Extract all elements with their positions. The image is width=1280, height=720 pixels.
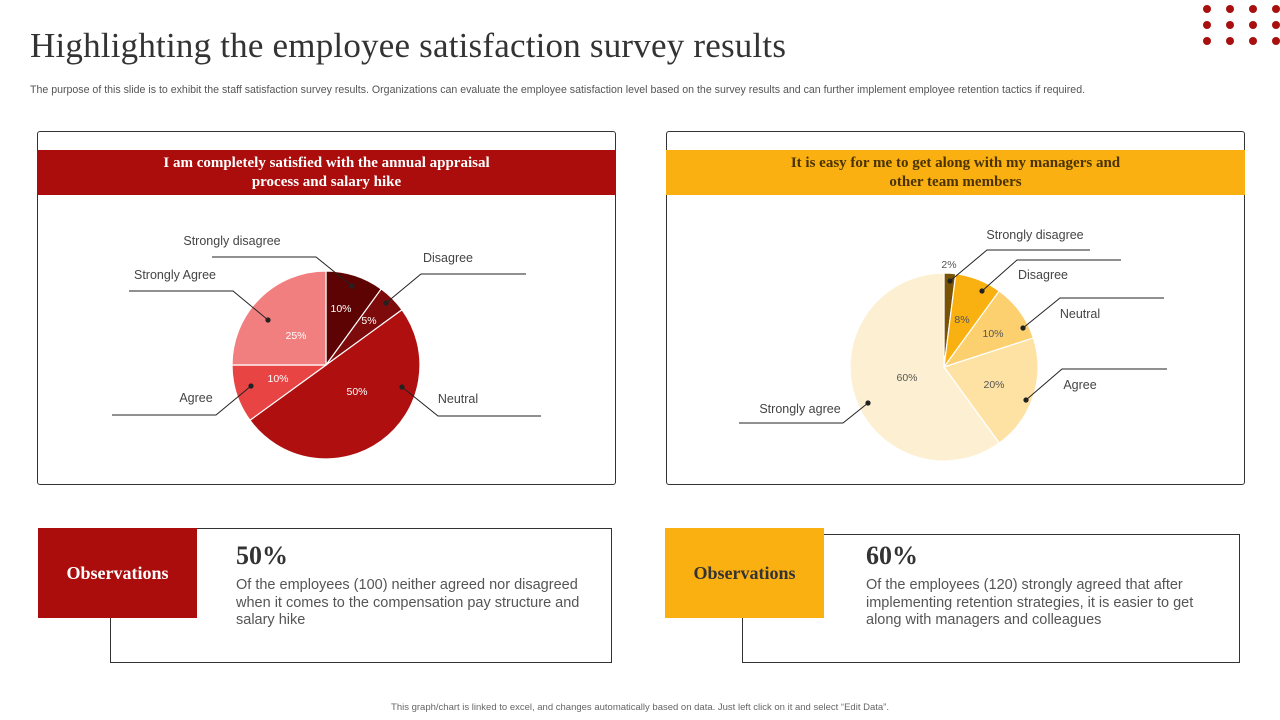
footer-note: This graph/chart is linked to excel, and… [391, 702, 889, 713]
leader-dot [248, 383, 254, 389]
leader-dot [265, 317, 271, 323]
page-subtitle: The purpose of this slide is to exhibit … [30, 84, 1086, 96]
leader-line [981, 259, 1121, 292]
data-label: 10% [982, 328, 1003, 340]
decor-dot [1272, 37, 1280, 45]
category-label: Agree [1063, 378, 1096, 392]
data-label: 5% [361, 315, 376, 327]
data-label: 50% [346, 386, 367, 398]
decor-dot [1203, 21, 1211, 29]
decor-dot [1272, 21, 1280, 29]
category-label: Strongly Agree [134, 268, 216, 282]
decor-dot [1249, 5, 1257, 13]
leader-dot [947, 278, 953, 284]
leader-line [112, 385, 252, 416]
data-label: 25% [285, 330, 306, 342]
decor-dot [1226, 37, 1234, 45]
decor-dot [1226, 5, 1234, 13]
category-label: Disagree [1018, 268, 1068, 282]
data-label: 60% [896, 372, 917, 384]
observation-value-left: 50% [236, 541, 288, 570]
observation-text-right: Of the employees (120) strongly agreed t… [866, 577, 1194, 628]
decor-dot [1226, 21, 1234, 29]
category-label: Neutral [1060, 307, 1100, 321]
leader-line [401, 386, 541, 417]
observation-tag-right: Observations [665, 528, 824, 618]
leader-dot [383, 300, 389, 306]
data-label: 2% [941, 259, 956, 271]
data-label: 10% [330, 303, 351, 315]
pie-chart-1: 2% Strongly disagree 8% Disagree 10% Neutral 2… [739, 228, 1167, 462]
pie-slice[interactable] [849, 272, 1001, 462]
leader-dot [399, 384, 405, 390]
leader-dot [349, 283, 355, 289]
right-chart-title: It is easy for me to get along with my m… [666, 150, 1245, 195]
observation-tag-left: Observations [38, 528, 197, 618]
leader-line [739, 402, 869, 424]
data-label: 8% [954, 314, 969, 326]
page-title: Highlighting the employee satisfaction s… [30, 26, 787, 65]
data-label: 10% [267, 373, 288, 385]
left-chart-title: I am completely satisfied with the annua… [37, 150, 616, 195]
decor-dot [1272, 5, 1280, 13]
category-label: Neutral [438, 392, 478, 406]
observation-text-left: Of the employees (100) neither agreed no… [236, 577, 580, 628]
category-label: Disagree [423, 251, 473, 265]
pie-slice[interactable] [943, 337, 1039, 444]
leader-line [949, 249, 1090, 282]
decor-dot [1203, 37, 1211, 45]
observation-value-right: 60% [866, 541, 918, 570]
category-label: Strongly disagree [183, 234, 280, 248]
pie-slice[interactable] [249, 308, 421, 460]
leader-dot [1023, 397, 1029, 403]
pie-chart-0: 10% Strongly disagree 5% Disagree 50% Neutral… [112, 234, 541, 460]
leader-line [1022, 297, 1164, 329]
leader-line [129, 290, 269, 321]
leader-dot [865, 400, 871, 406]
right-chart-panel [666, 131, 1245, 485]
leader-line [212, 256, 353, 287]
leader-line [1025, 368, 1167, 401]
left-chart-panel [37, 131, 616, 485]
category-label: Strongly agree [759, 402, 840, 416]
leader-dot [1020, 325, 1026, 331]
leader-dot [979, 288, 985, 294]
decor-dot [1203, 5, 1211, 13]
decor-dot [1249, 21, 1257, 29]
pie-slice[interactable] [231, 270, 327, 366]
category-label: Strongly disagree [986, 228, 1083, 242]
leader-line [385, 273, 526, 304]
category-label: Agree [179, 391, 212, 405]
data-label: 20% [983, 379, 1004, 391]
decor-dot [1249, 37, 1257, 45]
